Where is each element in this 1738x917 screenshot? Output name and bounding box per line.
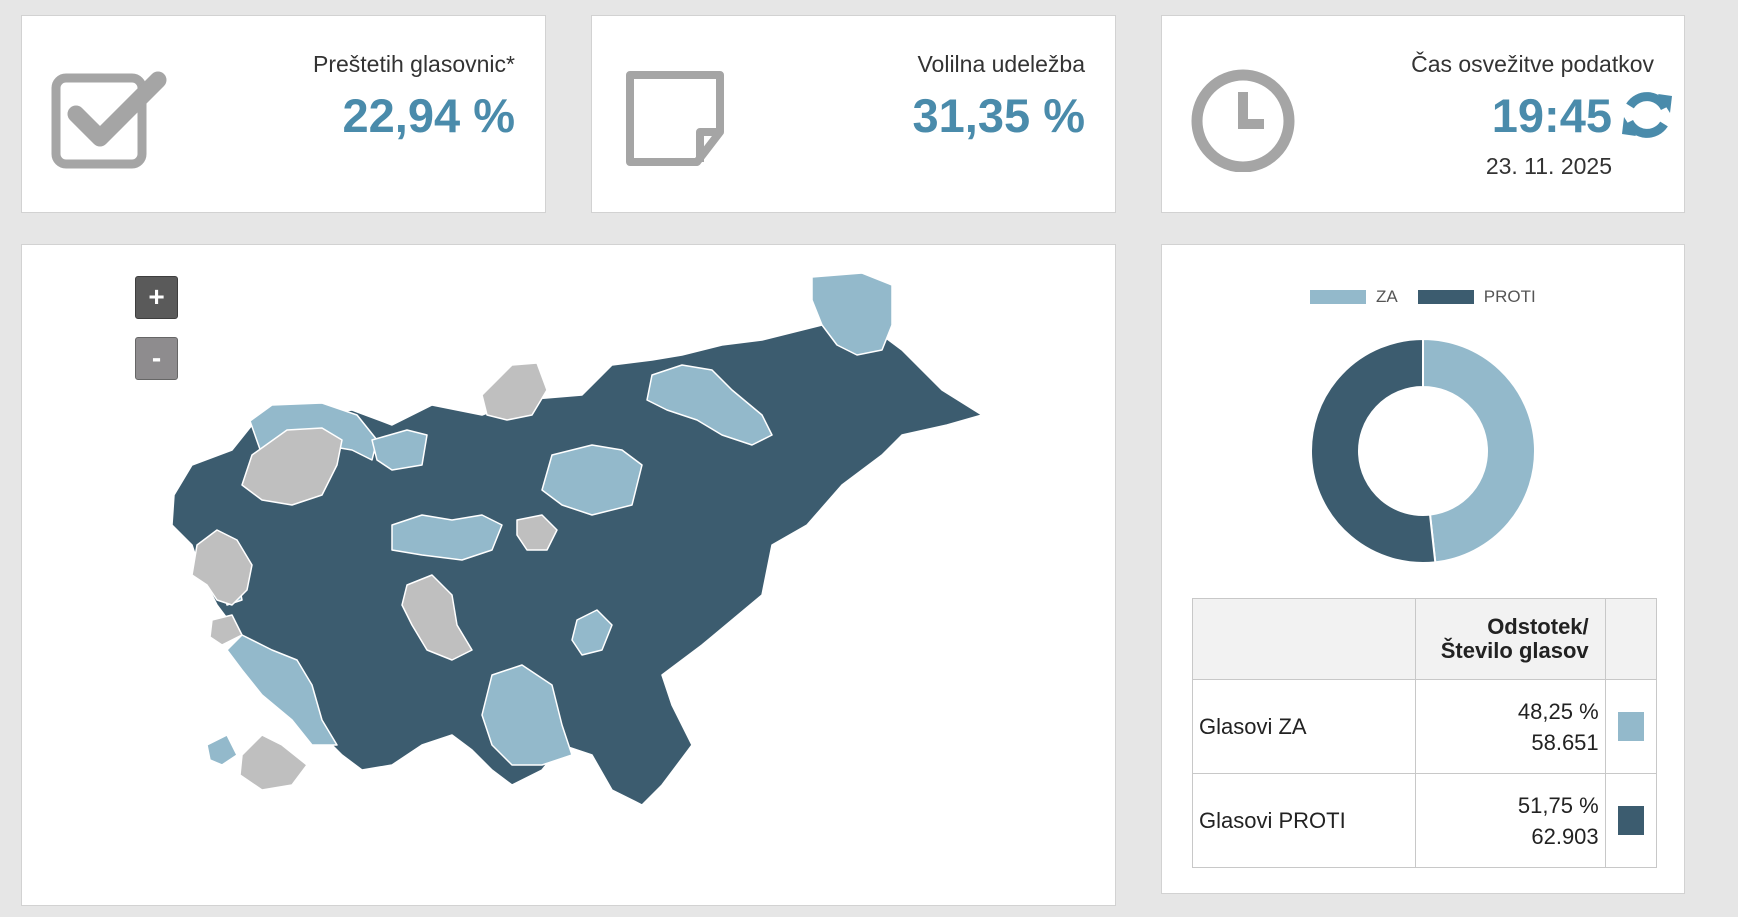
map-region-nodata: [241, 427, 343, 506]
note-icon: [626, 71, 724, 166]
legend-swatch-za: [1310, 290, 1366, 304]
row-count-za: 58.651: [1531, 729, 1599, 755]
map-region-za: [811, 272, 893, 356]
map-region-za: [541, 444, 643, 516]
map-region-nodata: [191, 529, 253, 606]
header-percent-count: Odstotek/ Število glasov: [1415, 598, 1606, 680]
map-region-base: [171, 319, 983, 806]
clock-icon: [1191, 69, 1295, 172]
municipality-map[interactable]: [122, 265, 1062, 885]
map-region-nodata: [239, 734, 308, 791]
row-swatch-proti: [1617, 806, 1644, 835]
map-region-za: [226, 634, 338, 746]
turnout-panel: Volilna udeležba 31,35 %: [591, 15, 1116, 213]
row-label-za: Glasovi ZA: [1191, 679, 1417, 774]
table-row: Glasovi ZA 48,25 % 58.651: [1191, 679, 1658, 774]
table-row: Glasovi PROTI 51,75 % 62.903: [1191, 773, 1658, 868]
row-swatch-cell-proti: [1604, 773, 1658, 868]
row-count-proti: 62.903: [1531, 823, 1599, 849]
refresh-time-label: Čas osvežitve podatkov: [1411, 51, 1654, 77]
header-swatch-cell: [1604, 598, 1658, 680]
legend-item-proti[interactable]: PROTI: [1417, 287, 1536, 307]
map-region-za: [646, 364, 773, 446]
map-region-za: [481, 664, 573, 766]
zoom-out-button[interactable]: -: [135, 337, 178, 380]
map-region-za: [371, 429, 428, 471]
row-values-za: 48,25 % 58.651: [1415, 679, 1606, 774]
refresh-time-panel: Čas osvežitve podatkov 19:45 23. 11. 202…: [1161, 15, 1685, 213]
map-region-nodata: [481, 362, 548, 421]
map-region-za: [206, 734, 238, 766]
legend-swatch-proti: [1417, 290, 1474, 304]
results-panel: ZA PROTI Odstotek/ Število glasov Glasov…: [1161, 244, 1685, 894]
row-swatch-za: [1617, 712, 1644, 741]
row-label-proti: Glasovi PROTI: [1191, 773, 1417, 868]
ballots-counted-panel: Preštetih glasovnic* 22,94 %: [21, 15, 546, 213]
map-region-nodata: [209, 614, 243, 646]
donut-slice-proti[interactable]: [1310, 337, 1437, 564]
header-line-1: Odstotek/: [1487, 614, 1589, 639]
legend-item-za[interactable]: ZA: [1310, 287, 1398, 307]
row-swatch-cell-za: [1604, 679, 1658, 774]
row-percent-za: 48,25 %: [1517, 698, 1599, 724]
refresh-time-value: 19:45: [1491, 89, 1612, 142]
header-empty-cell: [1191, 598, 1417, 680]
legend-label-za: ZA: [1376, 287, 1398, 306]
row-percent-proti: 51,75 %: [1517, 792, 1599, 818]
turnout-value: 31,35 %: [912, 89, 1085, 142]
map-region-za: [571, 609, 613, 656]
donut-slice-za[interactable]: [1422, 337, 1536, 564]
results-table-header: Odstotek/ Število glasov: [1191, 598, 1658, 680]
refresh-icon[interactable]: [1618, 86, 1676, 144]
ballots-counted-value: 22,94 %: [342, 89, 515, 142]
legend-label-proti: PROTI: [1483, 287, 1536, 306]
row-values-proti: 51,75 % 62.903: [1415, 773, 1606, 868]
refresh-date: 23. 11. 2025: [1485, 153, 1612, 179]
zoom-in-button[interactable]: +: [135, 276, 178, 319]
ballots-counted-label: Preštetih glasovnic*: [313, 51, 515, 77]
results-donut-chart: [1310, 337, 1536, 564]
turnout-label: Volilna udeležba: [917, 51, 1085, 77]
checkbox-checked-icon: [51, 71, 167, 169]
map-region-nodata: [516, 514, 558, 551]
header-line-2: Število glasov: [1440, 638, 1589, 663]
chart-legend: ZA PROTI: [1310, 287, 1556, 307]
map-region-za: [391, 514, 503, 561]
map-panel: + -: [21, 244, 1116, 906]
results-table: Odstotek/ Število glasov Glasovi ZA 48,2…: [1191, 598, 1658, 868]
map-region-nodata: [401, 574, 473, 661]
